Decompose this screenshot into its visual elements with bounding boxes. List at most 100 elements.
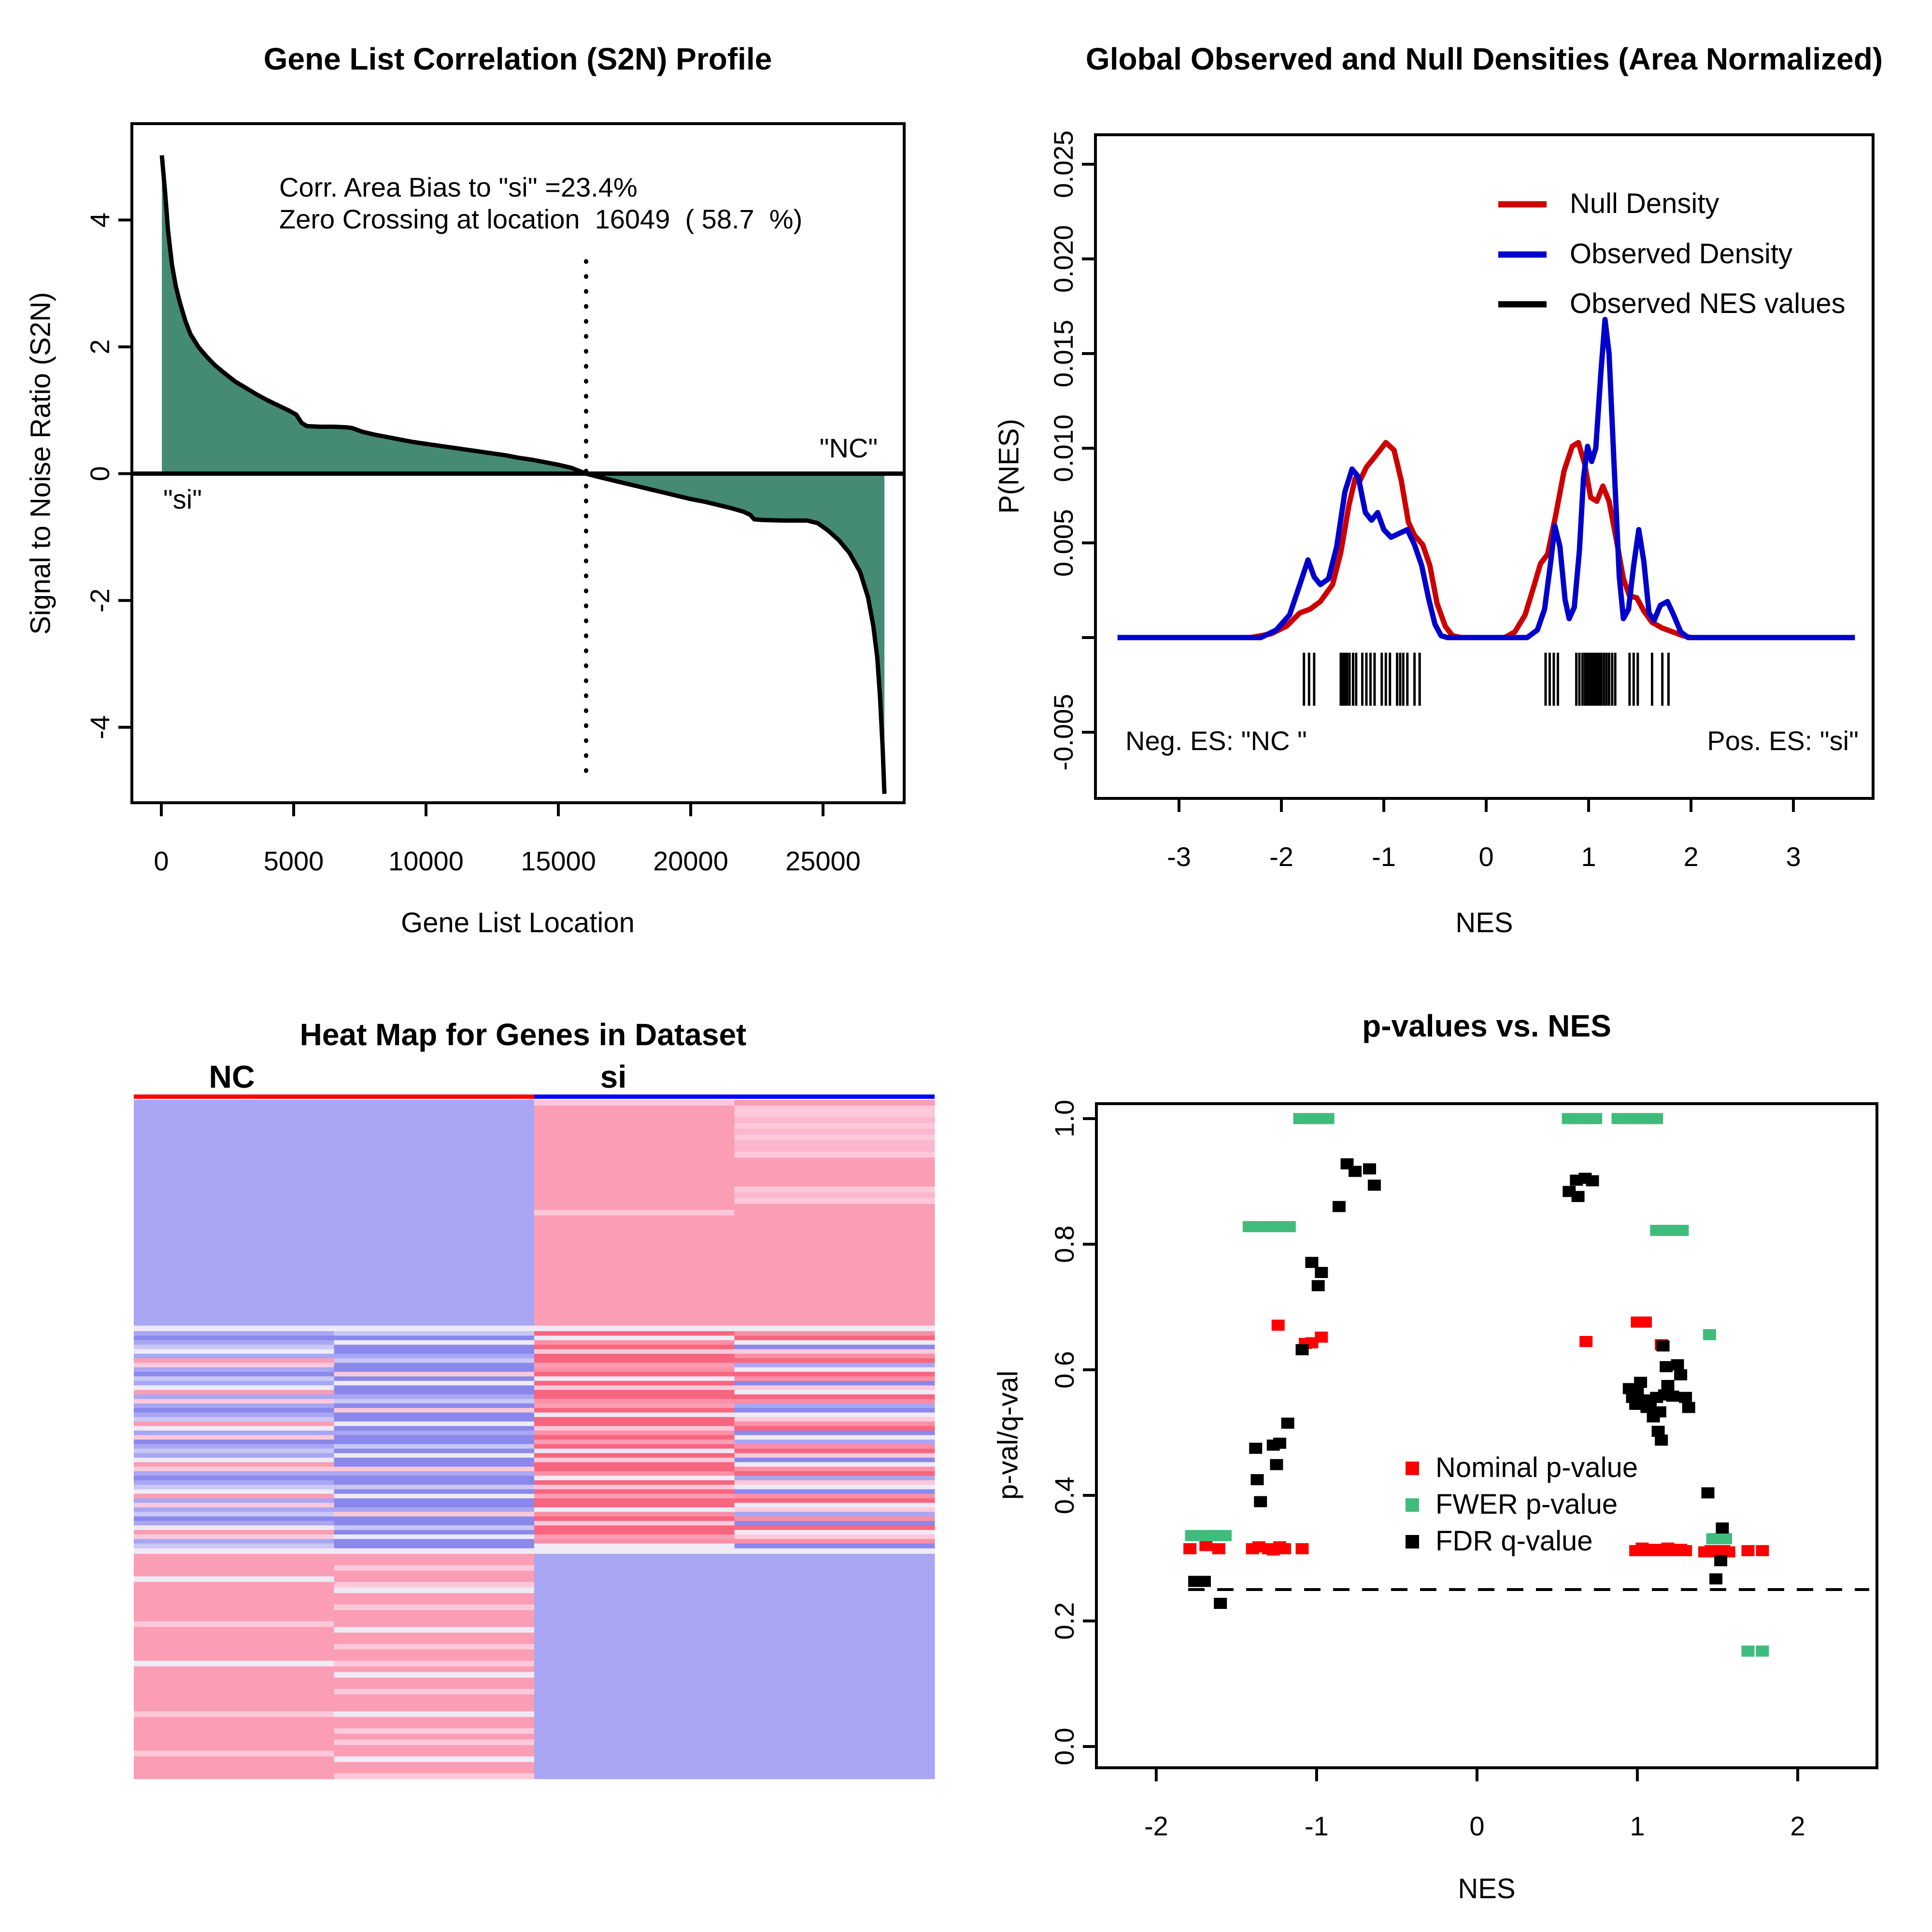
- heatmap-cell: [134, 1212, 334, 1219]
- heatmap-cell: [334, 1493, 535, 1499]
- heatmap-cell: [334, 1539, 535, 1544]
- heatmap-cell: [134, 1655, 334, 1661]
- heatmap-cell: [334, 1683, 535, 1690]
- heatmap-cell: [734, 1122, 935, 1129]
- heatmap-cell: [734, 1745, 935, 1751]
- heatmap-cell: [734, 1493, 935, 1499]
- heatmap-cell: [734, 1291, 935, 1297]
- heatmap-cell: [334, 1252, 535, 1258]
- heatmap-cell: [334, 1739, 535, 1746]
- profile-y-tick-label: -4: [85, 715, 115, 739]
- pvals-point-fdr: [1311, 1280, 1325, 1292]
- heatmap-cell: [134, 1485, 334, 1490]
- density-x-tick-label: -1: [1372, 841, 1396, 872]
- heatmap-cell: [534, 1221, 735, 1228]
- pvals-point-nominal: [1315, 1331, 1328, 1343]
- heatmap-cell: [134, 1677, 334, 1684]
- heatmap-cell: [734, 1340, 935, 1345]
- heatmap-cell: [734, 1480, 935, 1485]
- heatmap-cell: [334, 1559, 535, 1565]
- pvals-point-fdr: [1250, 1474, 1264, 1485]
- heatmap-cell: [334, 1190, 535, 1196]
- heatmap-cell: [734, 1559, 935, 1565]
- heatmap-cell: [134, 1543, 334, 1548]
- heatmap-cell: [534, 1358, 735, 1364]
- pvals-y-tick-label: 0.0: [1049, 1728, 1080, 1765]
- heatmap-cell: [734, 1498, 935, 1504]
- heatmap-cell: [334, 1385, 535, 1391]
- heatmap-cell: [134, 1559, 334, 1565]
- pvals-point-fwer: [1741, 1645, 1755, 1657]
- heatmap-cell: [134, 1229, 334, 1236]
- pvals-point-fdr: [1571, 1191, 1585, 1202]
- heatmap-cell: [334, 1246, 535, 1252]
- heatmap-cell: [534, 1380, 735, 1386]
- heatmap-cell: [734, 1683, 935, 1690]
- heatmap-cell: [334, 1421, 535, 1427]
- heatmap-cell: [534, 1773, 735, 1779]
- heatmap-cell: [734, 1256, 935, 1262]
- heatmap-cell: [134, 1565, 334, 1571]
- heatmap-cell: [334, 1335, 535, 1341]
- heatmap-cell: [734, 1385, 935, 1391]
- heatmap-cell: [334, 1476, 535, 1481]
- heatmap-cell: [734, 1621, 935, 1628]
- heatmap-cell: [734, 1209, 935, 1216]
- heatmap-cell: [734, 1471, 935, 1476]
- heatmap-cell: [734, 1238, 935, 1245]
- heatmap-cell: [134, 1363, 334, 1368]
- heatmap-cell: [734, 1372, 935, 1377]
- heatmap-cell: [134, 1604, 334, 1611]
- heatmap-cell: [334, 1705, 535, 1712]
- heatmap-cell: [734, 1638, 935, 1644]
- heatmap-cell: [734, 1221, 935, 1228]
- heatmap-cell: [534, 1489, 735, 1494]
- heatmap-cell: [134, 1493, 334, 1499]
- heatmap-cell: [734, 1314, 935, 1320]
- heatmap-cell: [534, 1390, 735, 1395]
- heatmap-cell: [134, 1498, 334, 1504]
- heatmap-cell: [334, 1100, 535, 1106]
- heatmap-cell: [134, 1570, 334, 1577]
- heatmap-cell: [134, 1705, 334, 1712]
- heatmap-cell: [334, 1151, 535, 1157]
- heatmap-cell: [134, 1274, 334, 1281]
- heatmap-cell: [334, 1728, 535, 1734]
- heatmap-cell: [134, 1453, 334, 1458]
- heatmap-cell: [534, 1466, 735, 1472]
- heatmap-cell: [134, 1380, 334, 1386]
- heatmap-cell: [534, 1140, 735, 1147]
- heatmap-cell: [334, 1201, 535, 1208]
- heatmap-cell: [334, 1394, 535, 1399]
- heatmap-cell: [534, 1331, 735, 1336]
- profile-x-tick-label: 10000: [388, 846, 464, 876]
- heatmap-cell: [734, 1426, 935, 1431]
- heatmap-cell: [534, 1363, 735, 1368]
- profile-si-label: "si": [163, 484, 202, 514]
- heatmap-cell: [334, 1257, 535, 1264]
- heatmap-cell: [534, 1233, 735, 1239]
- heatmap-cell: [734, 1689, 935, 1695]
- heatmap-cell: [534, 1192, 735, 1199]
- heatmap-cell: [334, 1229, 535, 1236]
- heatmap-cell: [134, 1184, 334, 1191]
- heatmap-cell: [134, 1745, 334, 1751]
- heatmap-cell: [334, 1349, 535, 1354]
- heatmap-cell: [734, 1308, 935, 1314]
- heatmap-cell: [534, 1302, 735, 1308]
- heatmap-cell: [734, 1604, 935, 1611]
- heatmap-cell: [134, 1462, 334, 1467]
- heatmap-cell: [734, 1539, 935, 1544]
- heatmap-cell: [534, 1700, 735, 1706]
- heatmap-cell: [534, 1627, 735, 1633]
- pvals-point-fdr: [1305, 1257, 1319, 1268]
- density-x-tick-label: 0: [1478, 841, 1493, 872]
- heatmap-cell: [734, 1453, 935, 1458]
- heatmap-cell: [334, 1593, 535, 1599]
- heatmap-cell: [134, 1314, 334, 1320]
- heatmap-cell: [334, 1105, 535, 1111]
- heatmap-cell: [134, 1576, 334, 1582]
- pvals-point-nominal: [1295, 1543, 1309, 1554]
- heatmap-class-bar-nc: [134, 1094, 534, 1099]
